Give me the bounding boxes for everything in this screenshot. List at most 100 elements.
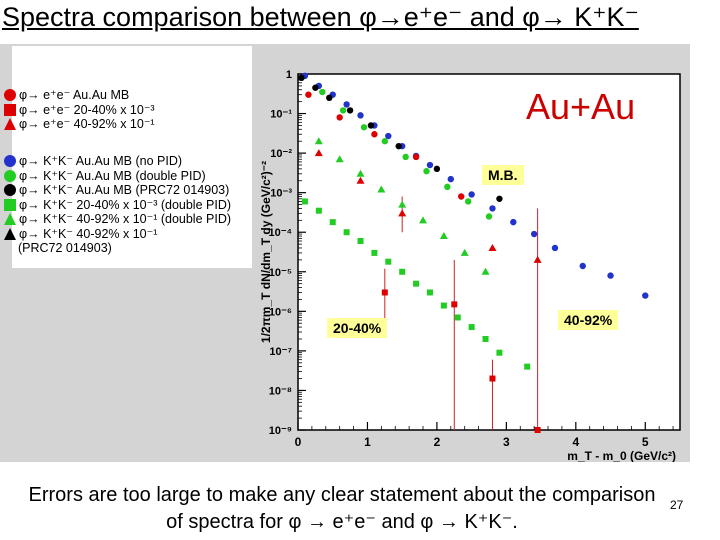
conclusion-note: Errors are too large to make any clear s…: [28, 484, 656, 533]
page-number: 27: [670, 498, 684, 512]
x-tick-label: 4: [572, 435, 579, 449]
x-tick-label: 0: [295, 435, 302, 449]
x-axis-label: m_T - m_0 (GeV/c²): [567, 449, 676, 462]
data-point-square: [534, 427, 541, 433]
data-point-triangle: [356, 169, 365, 177]
data-point-circle: [458, 193, 465, 200]
data-point-square: [315, 207, 322, 214]
data-point-square: [399, 268, 406, 275]
data-point-square: [413, 280, 420, 287]
legend-entry: φ→ K⁺K⁻ Au.Au MB (no PID): [4, 154, 231, 169]
legend-entry: φ→ K⁺K⁻ 40-92% x 10⁻¹: [4, 227, 231, 242]
data-point-circle: [343, 101, 350, 108]
legend-marker-circle-icon: [4, 155, 16, 168]
legend-entry-text: (PRC72 014903): [18, 241, 112, 255]
data-point-circle: [433, 165, 441, 173]
data-point-triangle: [398, 209, 407, 217]
legend-marker-triangle-icon: [4, 213, 16, 226]
plot-area: [297, 73, 681, 431]
data-point-circle: [485, 213, 493, 220]
legend-entry: φ→ e⁺e⁻ 40-92% x 10⁻¹: [4, 117, 155, 132]
data-point-square: [489, 375, 496, 382]
data-point-circle: [444, 183, 451, 191]
data-point-square: [440, 302, 447, 309]
legend-entry: φ→ K⁺K⁻ Au.Au MB (double PID): [4, 169, 231, 184]
label-40-92: 40-92%: [558, 310, 619, 330]
y-tick-label: 10⁻⁵: [269, 267, 292, 279]
data-point-circle: [381, 138, 389, 145]
data-point-square: [468, 324, 475, 331]
legend-marker-triangle-icon: [4, 118, 16, 131]
y-axis-label: 1/2πm_T dN/dm_T dy (GeV/c²)⁻²: [259, 161, 273, 343]
legend-entry-text: φ→ e⁺e⁻ Au.Au MB: [19, 88, 130, 102]
legend-marker-square-icon: [4, 198, 16, 211]
legend-marker-circle-icon: [4, 89, 16, 102]
data-point-triangle: [488, 243, 497, 251]
data-point-circle: [551, 244, 559, 252]
data-point-circle: [510, 218, 517, 226]
data-point-triangle: [377, 185, 386, 193]
data-point-circle: [607, 272, 614, 279]
legend-marker-triangle-icon: [4, 227, 16, 240]
data-point-triangle: [335, 155, 344, 163]
data-point-circle: [385, 132, 392, 140]
data-point-circle: [312, 84, 319, 91]
data-point-circle: [489, 205, 496, 212]
data-point-triangle: [439, 232, 448, 240]
data-point-circle: [496, 195, 503, 202]
data-point-circle: [336, 114, 343, 121]
data-point-triangle: [533, 255, 542, 263]
data-point-triangle: [419, 216, 428, 224]
data-point-triangle: [356, 176, 365, 184]
legend-marker-circle-icon: [4, 184, 16, 197]
legend-marker-square-icon: [4, 103, 16, 116]
data-point-square: [343, 229, 350, 236]
data-point-square: [381, 289, 388, 296]
data-point-circle: [402, 153, 409, 161]
legend-marker-circle-icon: [4, 169, 16, 182]
data-point-circle: [357, 112, 364, 119]
data-point-circle: [412, 153, 420, 161]
legend-box: [12, 46, 252, 268]
data-point-square: [451, 301, 458, 308]
data-point-square: [482, 335, 489, 342]
legend-entry: φ→ e⁺e⁻ Au.Au MB: [4, 88, 155, 103]
legend-entry-text: φ→ K⁺K⁻ Au.Au MB (PRC72 014903): [19, 183, 230, 197]
y-tick-label: 10⁻³: [270, 188, 292, 200]
legend-entry-text: φ→ K⁺K⁻ 20-40% x 10⁻³ (double PID): [19, 197, 232, 212]
legend-entry: φ→ e⁺e⁻ 20-40% x 10⁻³: [4, 103, 155, 118]
label-20-40: 20-40%: [327, 318, 388, 338]
data-point-square: [524, 363, 531, 370]
data-point-square: [329, 219, 336, 226]
spectra-plot-svg: 10⁻⁹ 10⁻⁸ 10⁻⁷ 10⁻⁶ 10⁻⁵ 10⁻⁴ 10⁻³ 10⁻² 10⁻¹ 1 0 1 2…: [259, 69, 681, 462]
data-point-circle: [339, 107, 347, 114]
data-point-circle: [346, 107, 354, 114]
data-point-square: [454, 314, 461, 321]
data-point-circle: [305, 91, 312, 98]
y-tick-label: 10⁻⁴: [269, 227, 292, 239]
label-mb: M.B.: [482, 165, 524, 185]
y-tick-label: 10⁻²: [270, 148, 292, 160]
data-point-circle: [367, 122, 375, 129]
legend-entry-text: φ→ e⁺e⁻ 40-92% x 10⁻¹: [19, 117, 155, 131]
data-point-circle: [298, 74, 305, 82]
legend-ee: φ→ e⁺e⁻ Au.Au MB φ→ e⁺e⁻ 20-40% x 10⁻³ φ→ …: [4, 88, 155, 132]
y-tick-label: 10⁻⁸: [269, 385, 292, 397]
y-tick-label: 10⁻⁷: [269, 346, 292, 358]
data-point-circle: [423, 167, 430, 175]
data-point-circle: [319, 88, 326, 96]
data-point-circle: [464, 198, 472, 205]
data-point-triangle: [398, 200, 407, 208]
data-point-circle: [326, 94, 333, 102]
data-point-square: [301, 198, 308, 205]
data-point-circle: [371, 131, 378, 138]
data-point-triangle: [460, 248, 469, 256]
data-point-square: [357, 237, 364, 244]
data-point-triangle: [314, 149, 323, 157]
slide-title: Spectra comparison between φ→e⁺e⁻ and φ→…: [2, 2, 639, 32]
legend-kk: φ→ K⁺K⁻ Au.Au MB (no PID) φ→ K⁺K⁻ Au.Au M…: [4, 154, 231, 256]
data-point-circle: [395, 142, 402, 150]
data-point-square: [371, 249, 378, 256]
data-point-square: [496, 349, 503, 356]
data-point-square: [385, 258, 392, 265]
